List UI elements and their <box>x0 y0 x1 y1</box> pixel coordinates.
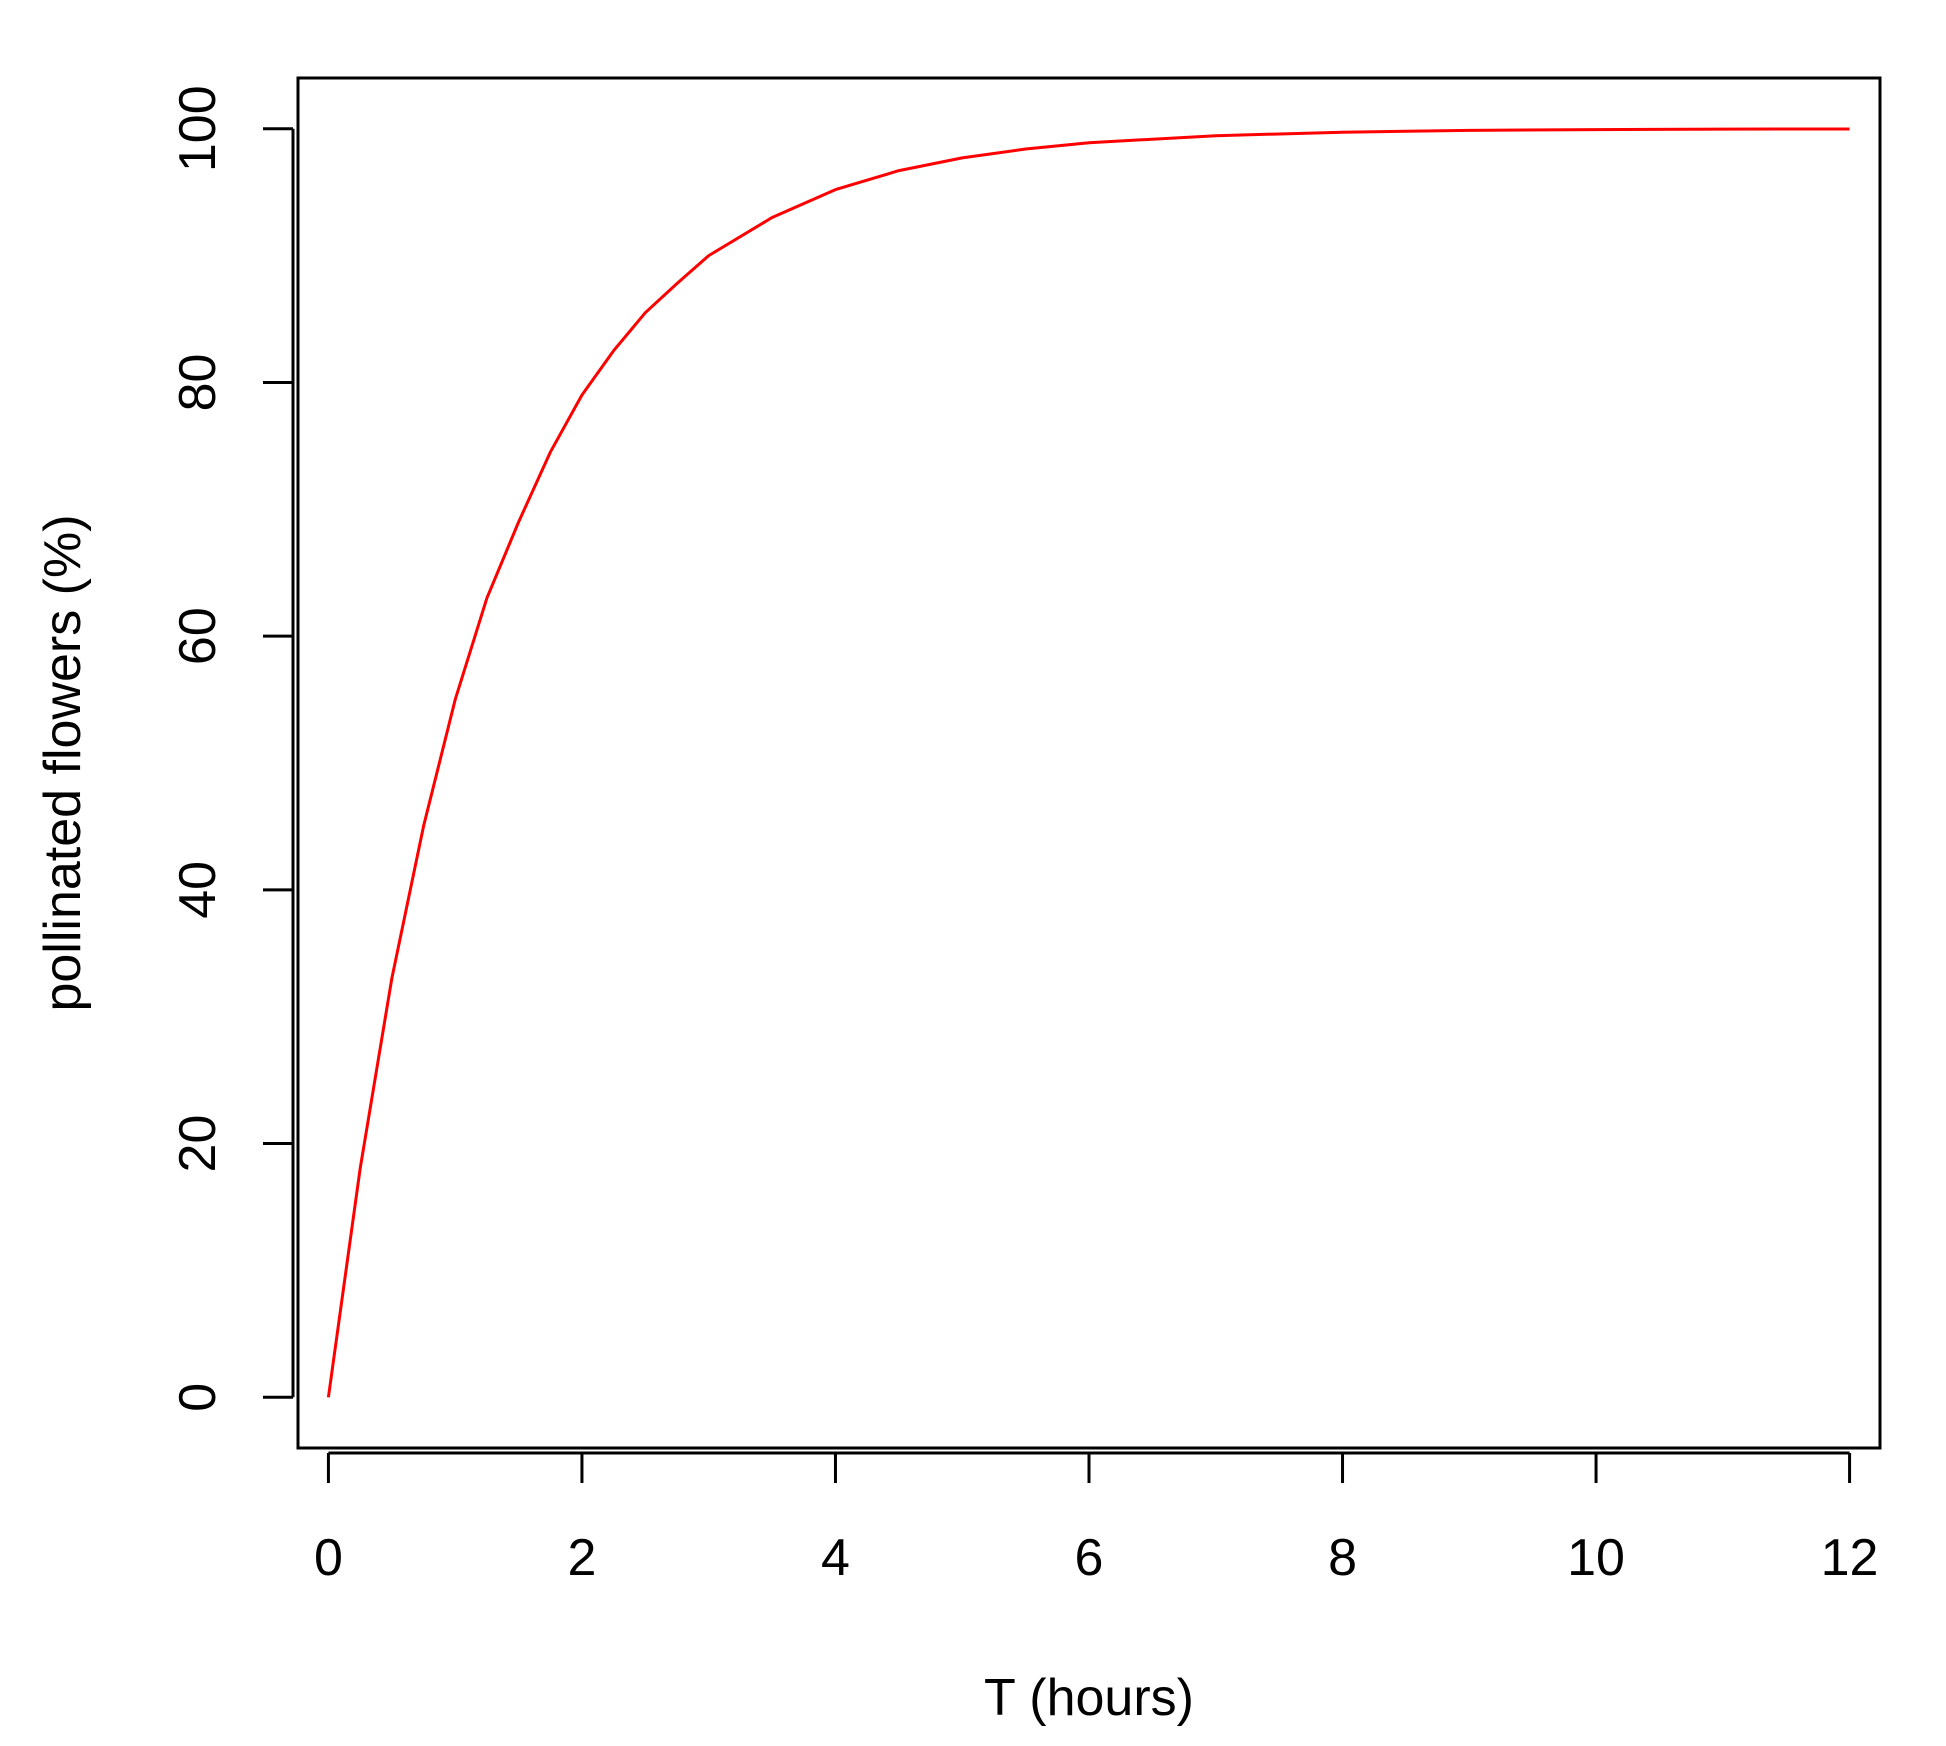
x-tick-label: 6 <box>1075 1529 1104 1587</box>
x-axis-title: T (hours) <box>984 1669 1194 1727</box>
x-tick-label: 0 <box>314 1529 343 1587</box>
x-tick-label: 12 <box>1821 1529 1879 1587</box>
x-tick-label: 10 <box>1567 1529 1625 1587</box>
y-tick-label: 60 <box>169 607 227 665</box>
x-tick-label: 4 <box>821 1529 850 1587</box>
y-tick-label: 20 <box>169 1115 227 1173</box>
y-tick-label: 80 <box>169 354 227 412</box>
series-line-0 <box>326 127 1850 1398</box>
y-axis: 0 20 40 60 80 100 <box>169 85 295 1412</box>
x-axis: 0 2 4 6 8 10 12 <box>314 1451 1879 1587</box>
y-tick-label: 100 <box>169 85 227 172</box>
y-axis-title: pollinated flowers (%) <box>34 514 92 1011</box>
series-group <box>326 127 1850 1398</box>
y-tick-label: 40 <box>169 861 227 919</box>
x-tick-label: 2 <box>567 1529 596 1587</box>
y-tick-label: 0 <box>169 1383 227 1412</box>
x-tick-label: 8 <box>1328 1529 1357 1587</box>
plot-frame <box>296 76 1882 1450</box>
